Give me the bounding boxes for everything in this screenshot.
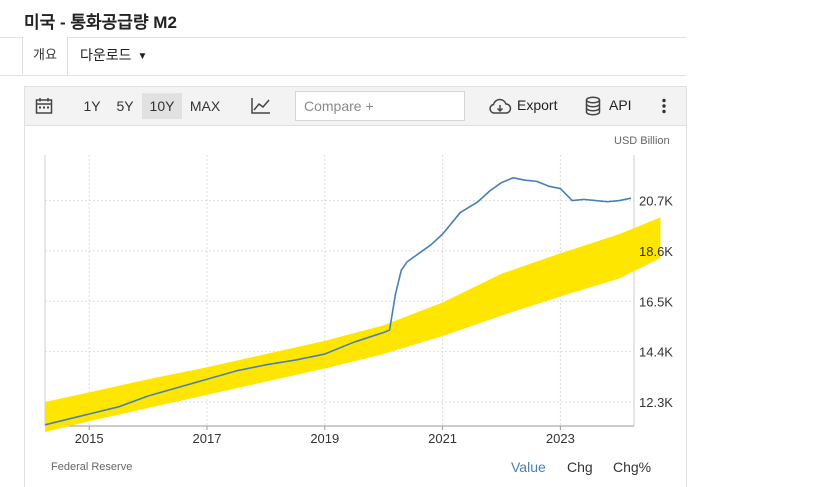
range-5y-button[interactable]: 5Y (116, 98, 134, 114)
view-value-button[interactable]: Value (511, 459, 546, 475)
x-tick-label: 2019 (310, 431, 339, 446)
unit-label: USD Billion (614, 135, 670, 147)
chart-toolbar: 1Y 5Y 10Y MAX Export (25, 87, 686, 126)
chart-axes (44, 155, 635, 430)
y-tick-label: 14.4K (639, 345, 673, 360)
x-tick-label: 2015 (75, 431, 104, 446)
tab-overview[interactable]: 개요 (23, 37, 68, 75)
line-chart-icon[interactable] (251, 97, 271, 120)
database-icon[interactable] (585, 96, 601, 121)
highlight-band (45, 217, 661, 432)
y-tick-label: 16.5K (639, 294, 673, 309)
y-tick-label: 18.6K (639, 244, 673, 259)
x-tick-label: 2023 (546, 431, 575, 446)
x-tick-label: 2021 (428, 431, 457, 446)
y-tick-label: 20.7K (639, 194, 673, 209)
compare-input[interactable] (295, 91, 465, 121)
caret-down-icon: ▼ (137, 51, 148, 62)
title-bar: 미국 - 통화공급량 M2 (0, 0, 686, 38)
y-tick-labels: 12.3K 14.4K 16.5K 18.6K 20.7K (639, 194, 673, 410)
chart-panel: 1Y 5Y 10Y MAX Export (24, 86, 687, 487)
range-10y-button[interactable]: 10Y (142, 93, 182, 119)
export-button[interactable]: Export (517, 97, 558, 113)
series-line-m2 (44, 176, 632, 426)
more-vertical-icon[interactable] (661, 98, 667, 119)
range-1y-button[interactable]: 1Y (83, 98, 101, 114)
y-tick-label: 12.3K (639, 395, 673, 410)
tabs-row: 개요 다운로드 ▼ (0, 37, 686, 76)
view-chg-button[interactable]: Chg (567, 459, 593, 475)
range-max-button[interactable]: MAX (189, 98, 221, 114)
page-title: 미국 - 통화공급량 M2 (24, 13, 177, 32)
x-tick-label: 2017 (193, 431, 222, 446)
x-tick-labels: 2015 2017 2019 2021 2023 (75, 431, 575, 446)
source-label: Federal Reserve (51, 461, 133, 473)
api-button[interactable]: API (609, 97, 632, 113)
calendar-icon[interactable] (35, 97, 53, 120)
download-label: 다운로드 (80, 47, 132, 63)
view-chg-pct-button[interactable]: Chg% (613, 459, 652, 475)
download-dropdown[interactable]: 다운로드 ▼ (80, 37, 147, 74)
tab-spacer (0, 37, 23, 74)
cloud-download-icon[interactable] (488, 98, 512, 120)
